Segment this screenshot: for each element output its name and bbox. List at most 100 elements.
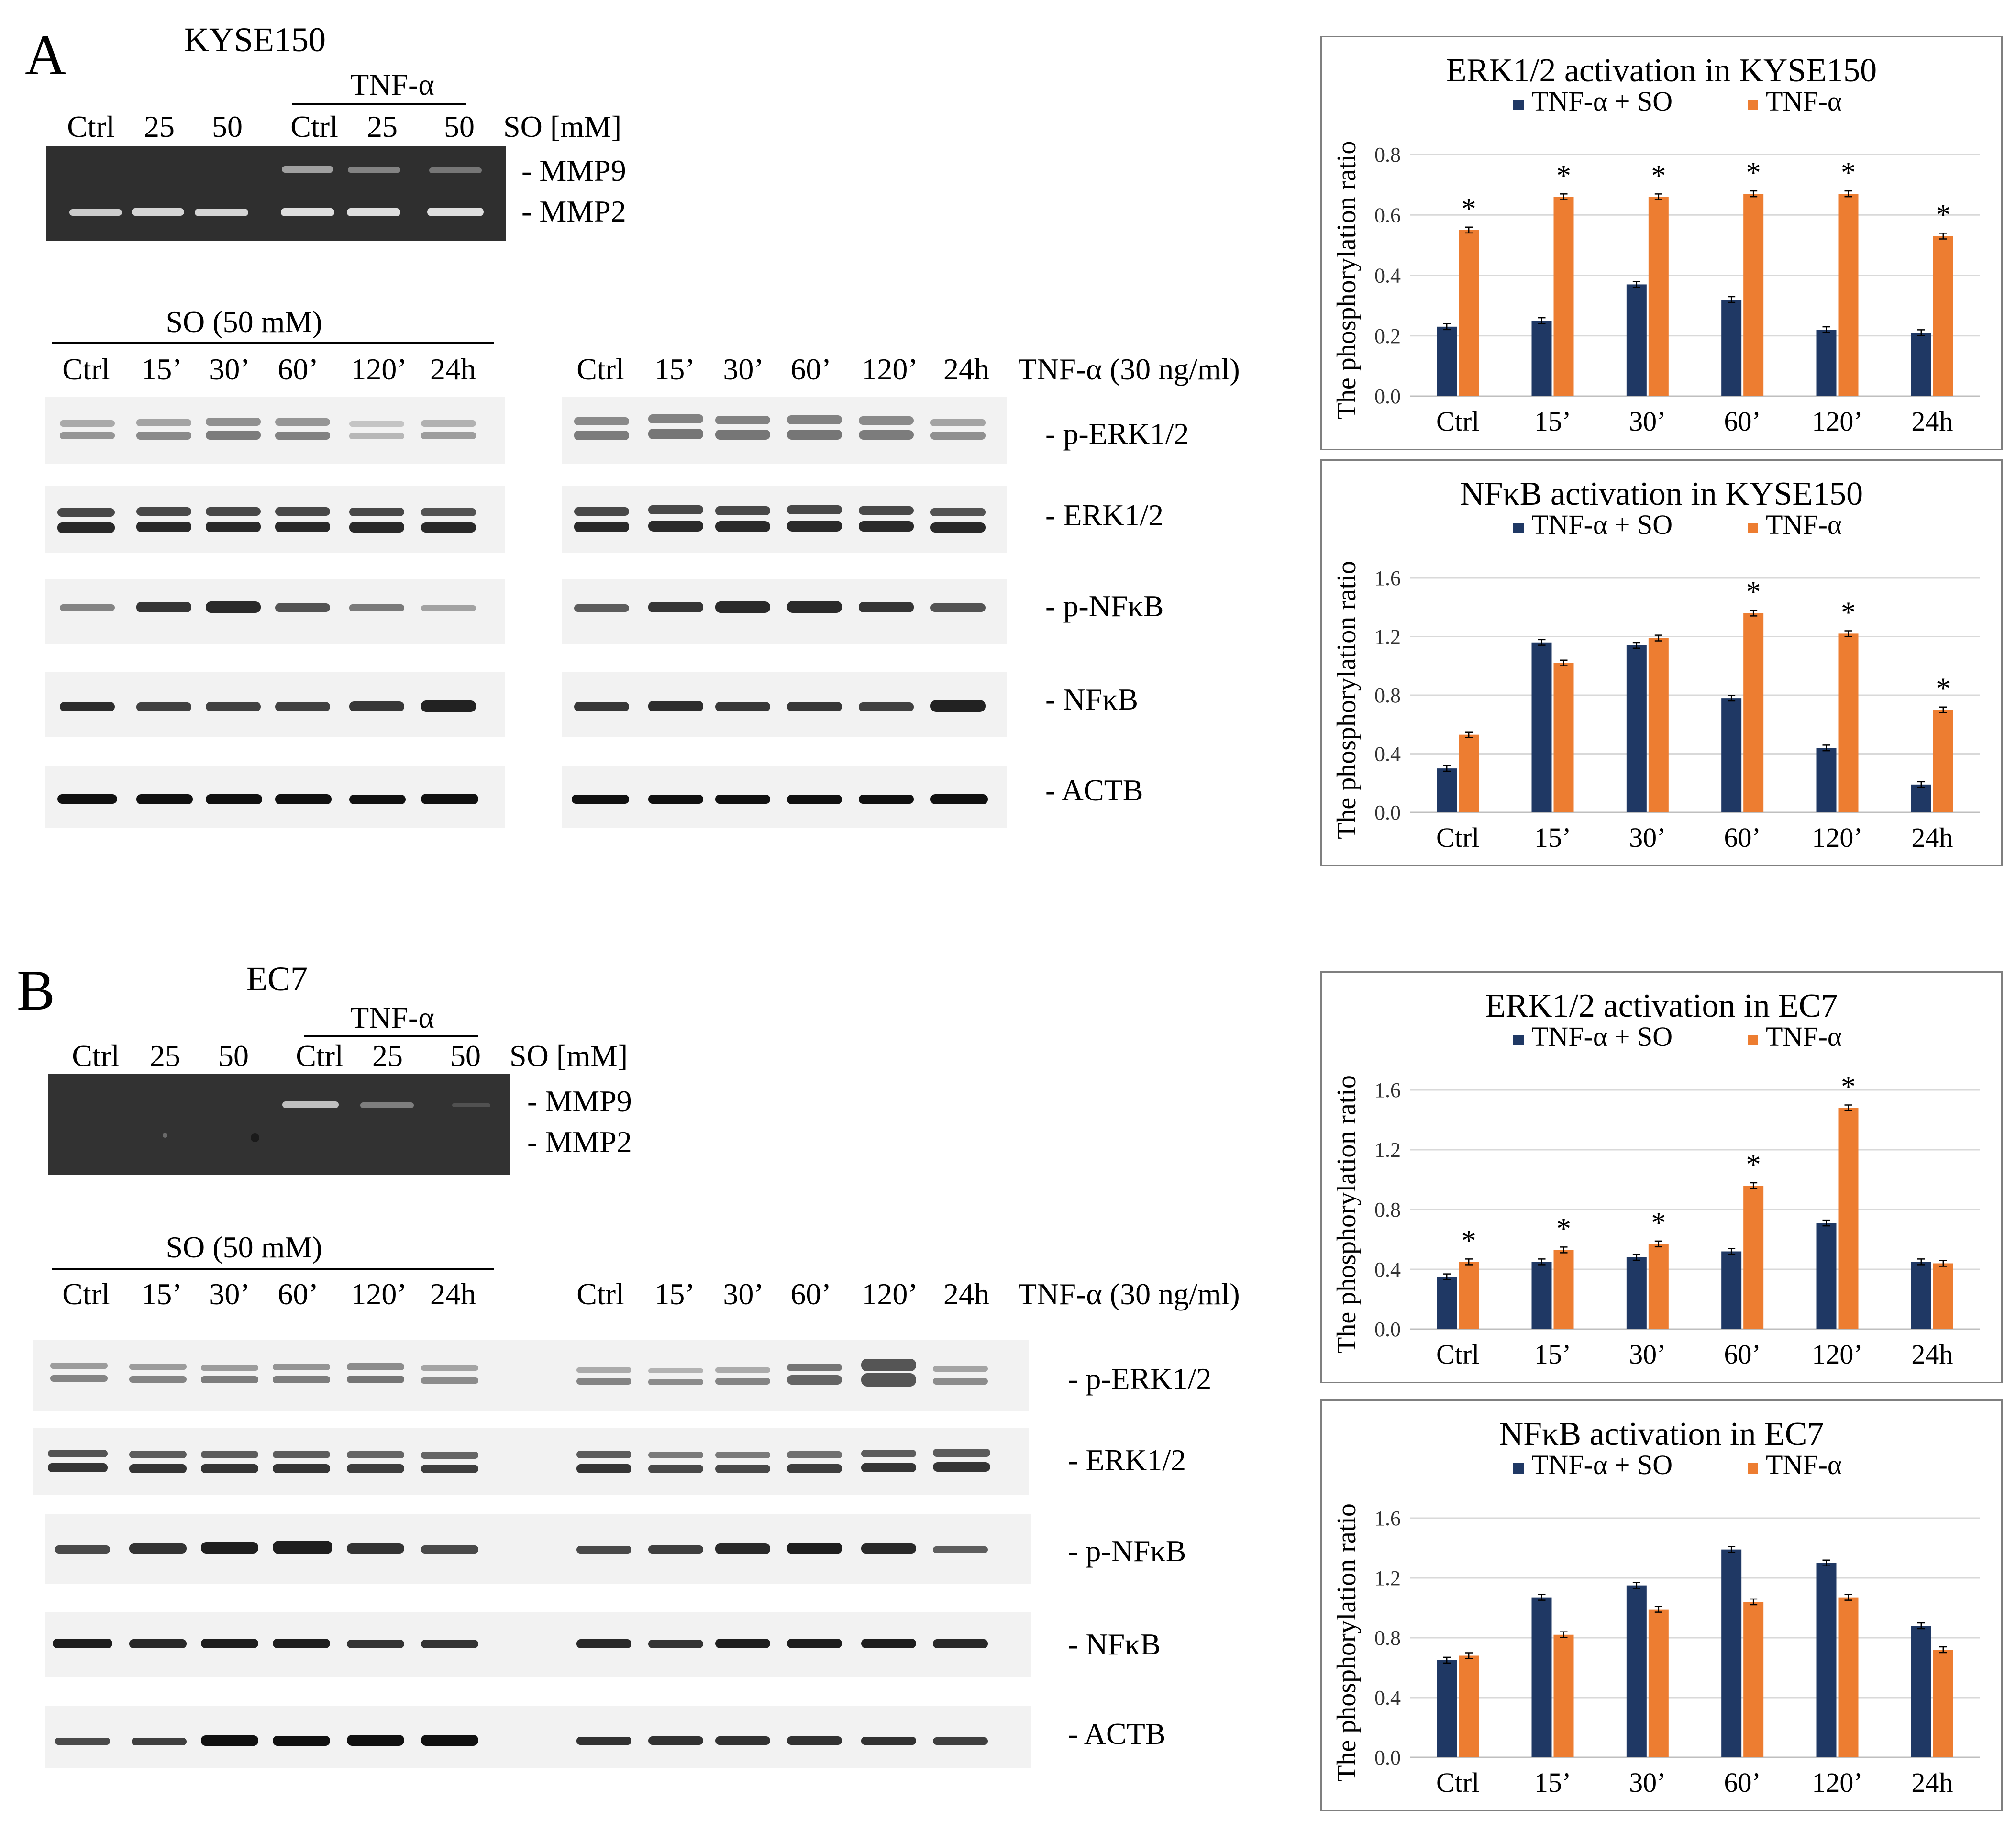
lane-label: Ctrl [576,352,624,386]
lane-label: 30’ [209,352,250,386]
significance-star: * [1746,156,1761,189]
y-tick-label: 0.4 [1374,1686,1401,1710]
bar [1933,1650,1953,1757]
y-tick-label: 0.6 [1374,203,1401,227]
cell-line-title: KYSE150 [184,21,326,59]
cell-line-title: EC7 [246,960,308,998]
y-axis-label: The phosphorylation ratio [1332,141,1362,420]
tnf-dose-header: TNF-α (30 ng/ml) [1018,1277,1240,1311]
zymography-gel [48,1074,510,1175]
zymo-lane: 50 [218,1039,249,1073]
zymo-lane: Ctrl [290,110,338,144]
lane-label: Ctrl [576,1277,624,1311]
blot-strip [562,486,1007,553]
bar [1437,1660,1457,1757]
legend-swatch [1513,523,1524,533]
bar [1911,1262,1931,1329]
legend-label: TNF-α + SO [1531,86,1673,117]
bar [1648,638,1669,812]
bar [1626,645,1647,812]
y-tick-label: 1.2 [1374,1138,1401,1162]
x-tick-label: 24h [1911,406,1953,437]
zymo-lane: Ctrl [67,110,115,144]
lane-label: 120’ [862,1277,918,1311]
y-tick-label: 0.8 [1374,684,1401,707]
lane-label: 30’ [723,1277,764,1311]
tnf-dose-header: TNF-α (30 ng/ml) [1018,352,1240,386]
bar [1553,197,1574,396]
chart-title: ERK1/2 activation in KYSE150 [1446,52,1877,89]
significance-star: * [1746,576,1761,609]
chart-title: ERK1/2 activation in EC7 [1485,988,1838,1024]
legend-label: TNF-α [1766,1449,1842,1480]
significance-star: * [1556,1212,1571,1245]
x-tick-label: Ctrl [1436,1339,1479,1370]
chart-erk-kyse150: ERK1/2 activation in KYSE150 TNF-α + SO TN… [1320,36,2003,450]
tnf-header: TNF-α [350,1000,434,1034]
lane-label: 120’ [351,352,407,386]
zymo-unit: SO [mM] [510,1039,628,1073]
significance-star: * [1841,1071,1856,1103]
protein-label: - ACTB [1068,1717,1166,1751]
x-tick-label: 15’ [1534,822,1571,853]
chart-nfkb-ec7: NFκB activation in EC7 TNF-α + SO TNF-α 0.0… [1320,1399,2003,1811]
zymo-lane: 25 [367,110,398,144]
bar [1721,1251,1742,1329]
bar [1911,333,1931,396]
zymo-bands [163,1101,490,1142]
chart-erk-ec7: ERK1/2 activation in EC7 TNF-α + SO TNF-α 0… [1320,971,2003,1383]
lane-label: 15’ [654,352,695,386]
tnf-header: TNF-α [350,67,434,101]
legend-label: TNF-α [1766,86,1842,117]
x-tick-label: 24h [1911,1339,1953,1370]
bar [1743,613,1764,812]
blot-strip [562,397,1007,464]
protein-label: - p-ERK1/2 [1045,417,1189,451]
lane-label: 60’ [277,1277,319,1311]
protein-label: - p-ERK1/2 [1068,1362,1212,1396]
zymo-lane: 50 [444,110,475,144]
y-tick-label: 0.0 [1374,1746,1401,1769]
x-tick-label: 60’ [1724,822,1761,853]
bar [1743,1602,1764,1757]
significance-star: * [1936,673,1950,705]
bar [1553,1634,1574,1757]
lane-label: Ctrl [62,352,110,386]
zymo-bands [69,166,484,216]
tnf-underline [292,103,466,105]
significance-star: * [1651,159,1666,192]
lane-label: 30’ [723,352,764,386]
legend-swatch [1748,100,1758,110]
y-tick-label: 0.0 [1374,385,1401,408]
protein-label: - p-NFκB [1068,1534,1186,1568]
bar [1459,230,1479,396]
lane-label: Ctrl [62,1277,110,1311]
blot-strip [33,1340,1029,1411]
y-tick-label: 0.0 [1374,1318,1401,1341]
lane-label: 24h [943,1277,989,1311]
bar [1816,748,1837,812]
zymo-lane: 25 [144,110,175,144]
protein-label: - NFκB [1068,1627,1161,1661]
bar [1838,1108,1859,1329]
y-axis-label: The phosphorylation ratio [1332,1075,1362,1354]
bar [1816,1563,1837,1757]
x-tick-label: 120’ [1812,1767,1862,1798]
bar [1648,1609,1669,1757]
x-tick-label: 30’ [1629,1767,1666,1798]
bar [1816,1223,1837,1329]
lane-label: 120’ [351,1277,407,1311]
zymo-lane: 50 [450,1039,481,1073]
blot-strip [45,672,505,737]
significance-star: * [1462,193,1476,225]
zymography-gel [46,146,506,241]
significance-star: * [1651,1207,1666,1239]
x-tick-label: 30’ [1629,822,1666,853]
x-tick-label: 24h [1911,822,1953,853]
x-tick-label: 30’ [1629,406,1666,437]
bar [1648,1244,1669,1329]
x-tick-label: 60’ [1724,1767,1761,1798]
